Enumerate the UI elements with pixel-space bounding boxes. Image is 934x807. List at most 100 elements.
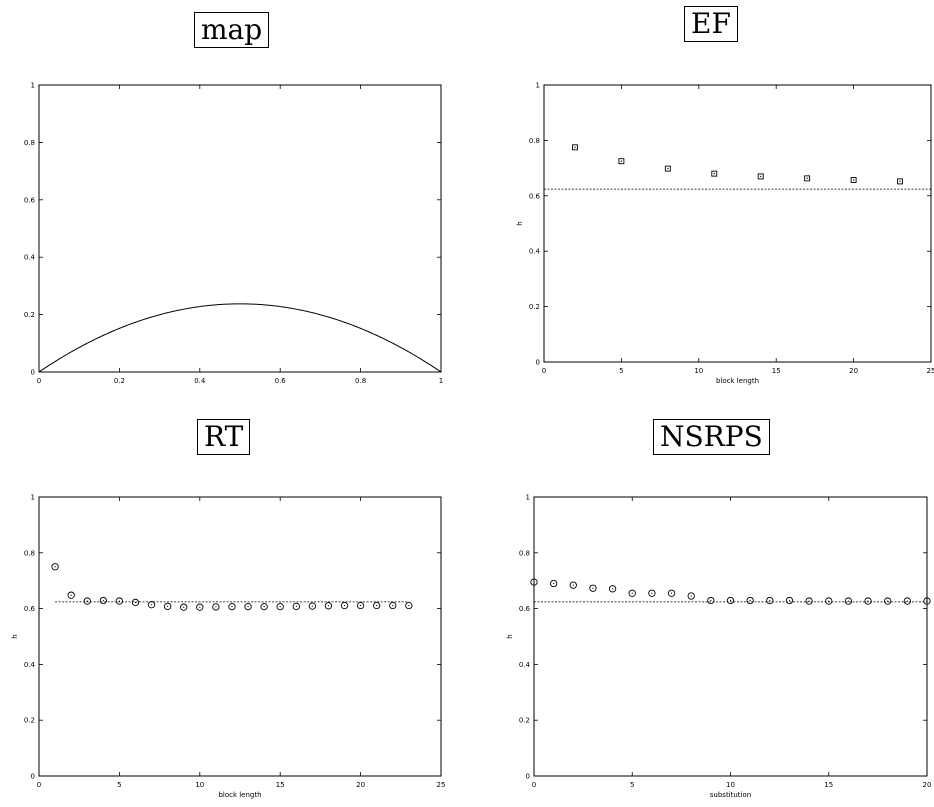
data-point (530, 578, 538, 586)
data-point (648, 589, 656, 597)
data-point-center (86, 600, 88, 602)
y-tick-label: 0.2 (519, 717, 530, 725)
data-point-center (828, 600, 830, 602)
map-curve (38, 303, 442, 373)
data-point (746, 596, 754, 605)
data-point (244, 602, 252, 611)
data-point (608, 585, 617, 593)
chart-nsrps: 0 5 10 15 20 0 0.2 0.4 0.6 0.8 1 substitution h (506, 494, 931, 800)
y-axis-label: h (11, 634, 19, 638)
chart-title-nsrps: NSRPS (653, 419, 770, 455)
data-point (884, 597, 892, 605)
data-point (569, 581, 577, 589)
data-point (766, 596, 774, 605)
data-point-center (867, 600, 869, 602)
data-point-center (263, 606, 265, 608)
chart-title-rt: RT (197, 419, 251, 455)
data-point-center (906, 600, 908, 602)
data-point (324, 602, 333, 610)
plot-frame (38, 496, 442, 777)
data-point-center (70, 594, 72, 596)
x-tick-label: 15 (276, 781, 285, 789)
data-point (667, 589, 676, 597)
y-tick-label: 0.4 (529, 248, 541, 256)
x-tick-label: 10 (726, 781, 735, 789)
x-tick-label: 10 (195, 781, 204, 789)
chart-title-map: map (194, 12, 270, 48)
y-tick-label: 1 (526, 494, 530, 502)
data-point (228, 602, 236, 611)
data-point-center (690, 595, 692, 597)
data-point-center (899, 180, 901, 182)
x-tick-label: 0.6 (275, 377, 287, 385)
data-point (903, 597, 911, 605)
chart-title-ef: EF (684, 6, 738, 42)
data-point (550, 579, 558, 588)
data-point-center (670, 592, 673, 594)
data-point-center (215, 606, 217, 608)
x-axis-label: block length (716, 377, 759, 385)
y-tick-label: 0.2 (529, 303, 540, 311)
data-point-center (150, 604, 153, 606)
data-point (405, 601, 413, 610)
data-point-center (311, 605, 313, 607)
data-point-center (247, 606, 249, 608)
data-point-center (612, 588, 614, 590)
y-tick-label: 0.6 (519, 605, 531, 613)
y-axis-label: h (516, 221, 524, 225)
data-point (180, 603, 188, 611)
y-tick-label: 1 (536, 82, 540, 90)
data-point (212, 603, 220, 611)
x-tick-label: 0 (532, 781, 536, 789)
x-tick-label: 1 (439, 377, 443, 385)
data-point (589, 584, 597, 592)
chart-ef: 0 5 10 15 20 25 0 0.2 0.4 0.6 0.8 1 block length h (516, 82, 934, 386)
y-tick-label: 0 (526, 773, 530, 781)
data-point-center (392, 604, 394, 607)
x-tick-label: 25 (927, 367, 934, 375)
data-point (83, 597, 91, 605)
plot-frame (38, 84, 442, 373)
data-point-center (667, 168, 669, 170)
data-point (844, 597, 853, 605)
data-point (825, 597, 833, 605)
y-tick-label: 0.8 (24, 549, 35, 557)
data-point-center (651, 592, 653, 594)
data-point-center (760, 175, 762, 178)
data-point-center (54, 566, 56, 568)
x-tick-label: 25 (437, 781, 446, 789)
data-point (618, 158, 625, 165)
data-point-center (729, 599, 732, 602)
data-point (147, 601, 156, 609)
data-point (292, 602, 300, 611)
data-point-center (631, 592, 633, 594)
data-point-center (574, 146, 576, 148)
data-point (115, 597, 124, 605)
data-point-center (887, 600, 889, 602)
x-tick-label: 0 (37, 781, 41, 789)
data-point-center (853, 179, 855, 181)
data-point-center (806, 177, 808, 179)
y-tick-label: 0.4 (519, 661, 531, 669)
y-tick-label: 1 (31, 494, 35, 502)
x-axis-label: substitution (710, 791, 751, 799)
x-tick-label: 15 (772, 367, 781, 375)
x-tick-label: 0.4 (194, 377, 206, 385)
data-point (67, 591, 75, 599)
data-point-center (327, 605, 330, 607)
data-point (51, 563, 59, 571)
x-tick-label: 5 (630, 781, 634, 789)
x-tick-label: 0 (37, 377, 41, 385)
data-point-center (360, 604, 362, 607)
data-point-center (408, 604, 410, 607)
y-tick-label: 0.4 (24, 661, 36, 669)
data-point (572, 144, 578, 151)
plot-frame (543, 84, 932, 363)
data-point-center (167, 605, 169, 607)
x-tick-label: 10 (694, 367, 703, 375)
x-tick-label: 0 (542, 367, 546, 375)
x-tick-label: 0.2 (114, 377, 125, 385)
x-tick-label: 5 (619, 367, 623, 375)
y-tick-label: 0.6 (24, 605, 36, 613)
data-point (850, 177, 857, 183)
